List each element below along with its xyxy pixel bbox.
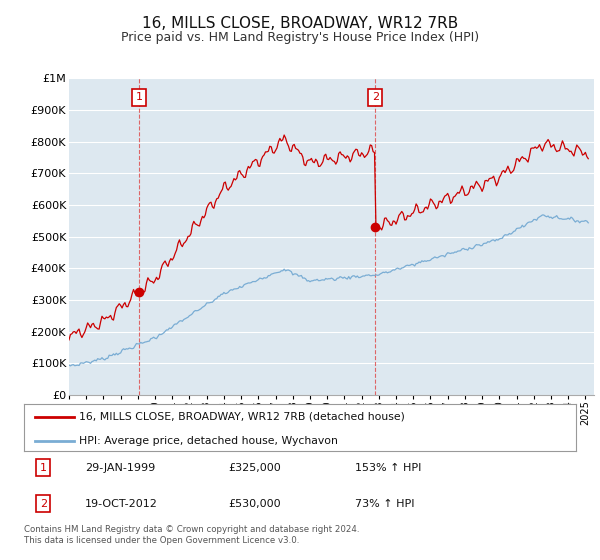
Text: 1: 1	[136, 92, 143, 102]
Text: £530,000: £530,000	[228, 499, 281, 509]
Text: 153% ↑ HPI: 153% ↑ HPI	[355, 463, 422, 473]
Text: 29-JAN-1999: 29-JAN-1999	[85, 463, 155, 473]
Text: 2: 2	[40, 499, 47, 509]
Text: 73% ↑ HPI: 73% ↑ HPI	[355, 499, 415, 509]
Text: HPI: Average price, detached house, Wychavon: HPI: Average price, detached house, Wych…	[79, 436, 338, 446]
Text: 16, MILLS CLOSE, BROADWAY, WR12 7RB (detached house): 16, MILLS CLOSE, BROADWAY, WR12 7RB (det…	[79, 412, 405, 422]
Text: £325,000: £325,000	[228, 463, 281, 473]
Text: Price paid vs. HM Land Registry's House Price Index (HPI): Price paid vs. HM Land Registry's House …	[121, 31, 479, 44]
Text: 19-OCT-2012: 19-OCT-2012	[85, 499, 158, 509]
Text: Contains HM Land Registry data © Crown copyright and database right 2024.
This d: Contains HM Land Registry data © Crown c…	[24, 525, 359, 545]
Text: 16, MILLS CLOSE, BROADWAY, WR12 7RB: 16, MILLS CLOSE, BROADWAY, WR12 7RB	[142, 16, 458, 31]
Text: 2: 2	[372, 92, 379, 102]
Text: 1: 1	[40, 463, 47, 473]
